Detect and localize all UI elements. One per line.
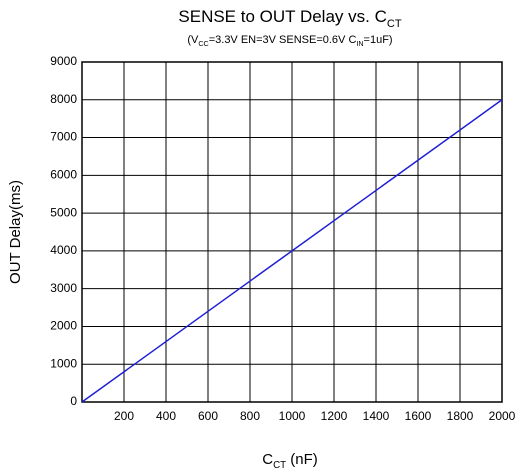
x-axis-label: CCT (nF) bbox=[262, 451, 318, 471]
plot-frame bbox=[81, 61, 503, 403]
text-run: =3.3V EN=3V SENSE=0.6V C bbox=[209, 34, 357, 46]
y-tick-label: 7000 bbox=[50, 130, 77, 144]
x-tick-label: 1400 bbox=[363, 409, 390, 423]
x-tick-label: 1600 bbox=[405, 409, 432, 423]
x-tick-label: 600 bbox=[198, 409, 218, 423]
text-run: CT bbox=[273, 460, 286, 471]
y-tick-label: 1000 bbox=[50, 356, 77, 370]
y-tick-label: 8000 bbox=[50, 92, 77, 106]
y-tick-label: 3000 bbox=[50, 281, 77, 295]
y-axis-label: OUT Delay(ms) bbox=[7, 180, 24, 284]
text-run: =1uF) bbox=[364, 34, 393, 46]
x-tick-label: 400 bbox=[156, 409, 176, 423]
y-tick-label: 2000 bbox=[50, 319, 77, 333]
y-tick-label: 4000 bbox=[50, 243, 77, 257]
text-run: CC bbox=[198, 40, 208, 48]
text-run: SENSE to OUT Delay vs. C bbox=[178, 7, 386, 26]
x-tick-label: 1800 bbox=[447, 409, 474, 423]
y-tick-label: 5000 bbox=[50, 205, 77, 219]
text-run: C bbox=[262, 451, 273, 468]
chart-subtitle: (VCC=3.3V EN=3V SENSE=0.6V CIN=1uF) bbox=[187, 34, 392, 48]
y-tick-label: 6000 bbox=[50, 168, 77, 182]
x-tick-label: 1000 bbox=[279, 409, 306, 423]
text-run: (nF) bbox=[286, 451, 318, 468]
x-tick-label: 800 bbox=[240, 409, 260, 423]
x-tick-label: 1200 bbox=[321, 409, 348, 423]
text-run: IN bbox=[356, 40, 363, 48]
y-tick-label: 0 bbox=[70, 394, 77, 408]
y-tick-label: 9000 bbox=[50, 54, 77, 68]
data-line bbox=[81, 99, 503, 403]
x-tick-label: 2000 bbox=[489, 409, 516, 423]
text-run: (V bbox=[187, 34, 199, 46]
text-run: CT bbox=[387, 18, 402, 30]
x-tick-label: 200 bbox=[114, 409, 134, 423]
chart-title: SENSE to OUT Delay vs. CCT bbox=[178, 7, 401, 29]
